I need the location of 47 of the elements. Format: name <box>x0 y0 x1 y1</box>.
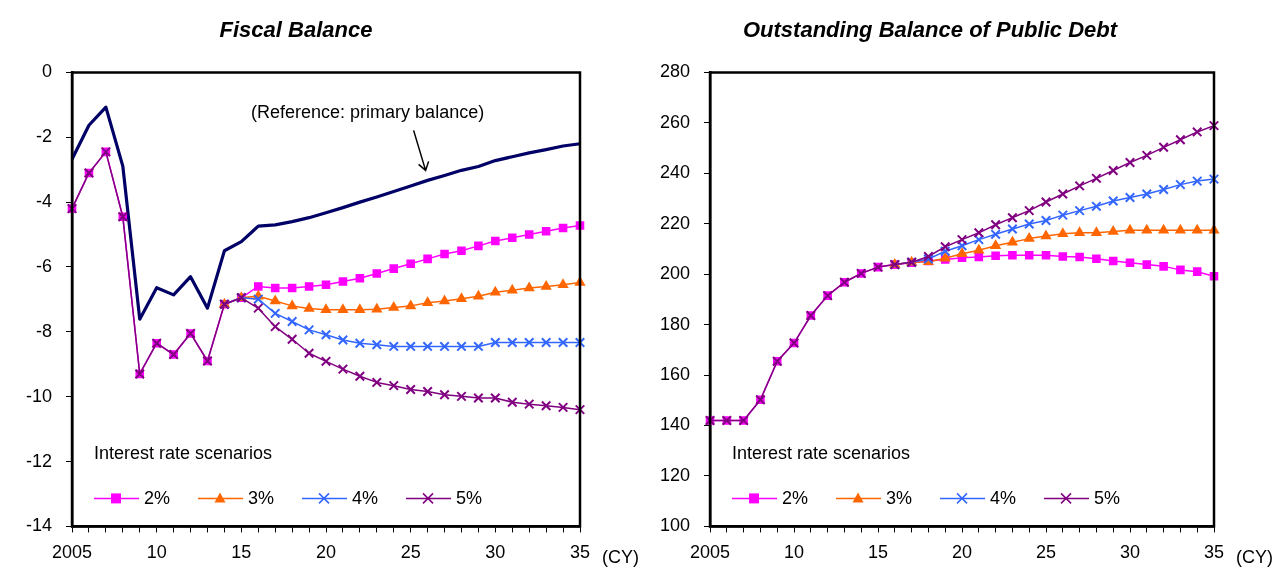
y-tick-label: 120 <box>659 464 691 485</box>
legend-label: 3% <box>886 488 913 509</box>
y-tick-label: 280 <box>659 61 691 82</box>
y-tick-label: -2 <box>36 126 53 147</box>
x-tick-label: 20 <box>315 542 337 563</box>
legend-label: 3% <box>248 488 275 509</box>
x-tick-label: 15 <box>868 542 889 563</box>
x-axis-title: (CY) <box>602 547 639 568</box>
text: (Reference: primary balance) <box>251 102 485 123</box>
x-tick-label: 10 <box>146 542 167 563</box>
x-tick-label: 2005 <box>690 542 731 563</box>
x-tick-label: 25 <box>400 542 421 563</box>
y-tick-label: -14 <box>26 515 53 536</box>
chart-title: Fiscal Balance <box>219 17 373 43</box>
x-tick-label: 25 <box>1036 542 1057 563</box>
y-tick-label: -4 <box>36 191 53 212</box>
x-tick-label: 30 <box>485 542 506 563</box>
y-tick-label: 200 <box>659 263 691 284</box>
y-tick-label: 180 <box>659 313 691 334</box>
y-tick-label: 240 <box>659 162 691 183</box>
y-tick-label: 140 <box>659 414 691 435</box>
y-tick-label: 0 <box>42 61 53 82</box>
x-tick-label: 15 <box>231 542 252 563</box>
y-tick-label: -12 <box>26 450 53 471</box>
legend-label: 5% <box>456 488 483 509</box>
y-tick-label: -6 <box>36 255 53 276</box>
legend-label: 4% <box>990 488 1017 509</box>
y-tick-label: 220 <box>659 212 691 233</box>
x-tick-label: 20 <box>952 542 973 563</box>
legend-label: 5% <box>1094 488 1121 509</box>
y-tick-label: -8 <box>36 320 53 341</box>
y-tick-label: 100 <box>659 515 691 536</box>
x-tick-label: 35 <box>1203 542 1225 563</box>
legend-title: Interest rate scenarios <box>732 443 911 464</box>
y-tick-label: 260 <box>659 111 691 132</box>
legend-label: 4% <box>352 488 379 509</box>
x-tick-label: 2005 <box>51 542 93 563</box>
x-tick-label: 10 <box>784 542 805 563</box>
x-tick-label: 30 <box>1119 542 1141 563</box>
legend-label: 2% <box>144 488 171 509</box>
x-axis-title: (CY) <box>1236 547 1273 568</box>
legend-title: Interest rate scenarios <box>94 443 273 464</box>
y-tick-label: -10 <box>26 385 53 406</box>
legend-label: 2% <box>782 488 809 509</box>
y-tick-label: 160 <box>659 364 691 385</box>
chart-title: Outstanding Balance of Public Debt <box>742 17 1119 43</box>
x-tick-label: 35 <box>569 542 591 563</box>
